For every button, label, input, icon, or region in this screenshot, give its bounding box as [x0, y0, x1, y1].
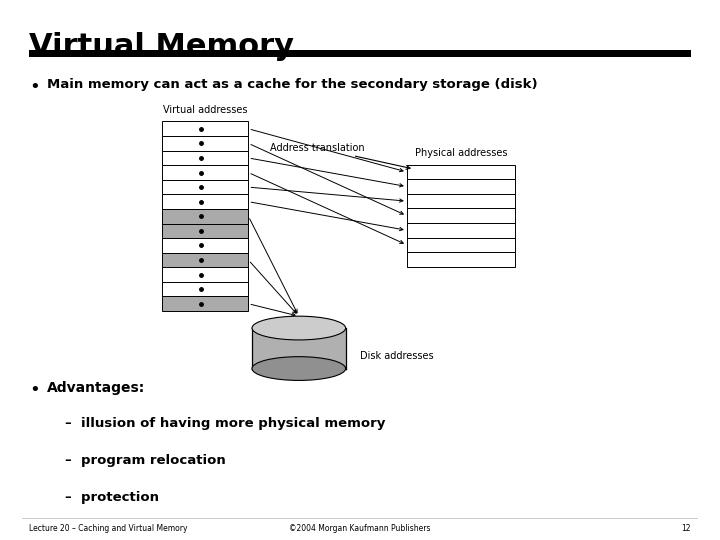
Bar: [252, 328, 346, 368]
Bar: [162, 136, 248, 151]
Bar: [162, 122, 248, 136]
Bar: [162, 194, 248, 209]
Bar: [407, 223, 515, 238]
Bar: [162, 253, 248, 267]
Text: •: •: [29, 381, 40, 399]
Bar: [162, 180, 248, 194]
Ellipse shape: [252, 357, 346, 380]
Bar: [162, 282, 248, 296]
FancyBboxPatch shape: [29, 50, 691, 57]
FancyBboxPatch shape: [22, 518, 698, 519]
Text: Lecture 20 – Caching and Virtual Memory: Lecture 20 – Caching and Virtual Memory: [29, 524, 187, 533]
Ellipse shape: [252, 316, 346, 340]
Bar: [407, 194, 515, 208]
Text: •: •: [29, 78, 40, 96]
Bar: [162, 238, 248, 253]
Text: Address translation: Address translation: [270, 143, 410, 169]
Text: Virtual Memory: Virtual Memory: [29, 32, 294, 62]
Text: –  protection: – protection: [65, 491, 159, 504]
Bar: [162, 296, 248, 311]
Bar: [162, 267, 248, 282]
Bar: [407, 252, 515, 267]
Bar: [407, 179, 515, 194]
Bar: [407, 238, 515, 252]
Text: –  program relocation: – program relocation: [65, 454, 225, 467]
Text: –  illusion of having more physical memory: – illusion of having more physical memor…: [65, 417, 385, 430]
Bar: [162, 151, 248, 165]
Bar: [162, 165, 248, 180]
Text: Main memory can act as a cache for the secondary storage (disk): Main memory can act as a cache for the s…: [47, 78, 537, 91]
Text: Advantages:: Advantages:: [47, 381, 145, 395]
Text: 12: 12: [682, 524, 691, 533]
Text: Disk addresses: Disk addresses: [360, 352, 433, 361]
Bar: [162, 224, 248, 238]
Bar: [407, 165, 515, 179]
Bar: [162, 209, 248, 224]
Text: ©2004 Morgan Kaufmann Publishers: ©2004 Morgan Kaufmann Publishers: [289, 524, 431, 533]
Bar: [407, 208, 515, 223]
Text: Physical addresses: Physical addresses: [415, 148, 507, 158]
Text: Virtual addresses: Virtual addresses: [163, 105, 248, 115]
